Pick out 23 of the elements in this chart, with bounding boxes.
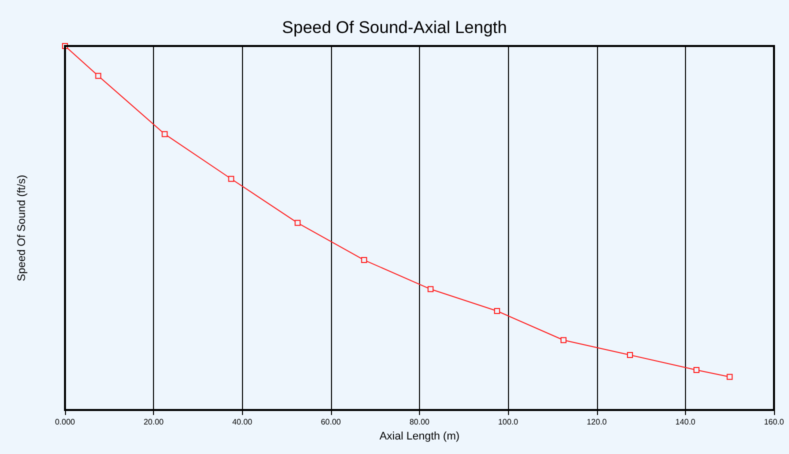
x-axis-title: Axial Length (m) <box>379 430 460 442</box>
x-tick-label: 60.00 <box>320 418 342 426</box>
point <box>95 72 102 79</box>
point <box>162 131 168 138</box>
point <box>428 286 434 292</box>
x-tick-label: 140.0 <box>675 418 696 426</box>
x-tick-label: 20.00 <box>144 418 164 426</box>
x-tick-label: 100.0 <box>498 418 519 426</box>
point <box>294 220 301 226</box>
point <box>726 374 733 380</box>
y-axis-title: Speed Of Sound (ft/s) <box>16 174 28 282</box>
point <box>560 337 567 344</box>
x-tick-label: 0.000 <box>54 418 76 426</box>
x-tick-label: 160.0 <box>764 418 785 426</box>
point <box>494 308 500 314</box>
chart-title: Speed Of Sound-Axial Length <box>282 18 507 37</box>
x-tick-label: 40.00 <box>232 418 253 426</box>
point <box>626 352 633 358</box>
point <box>228 176 234 182</box>
x-tick-label: 120.0 <box>586 418 608 426</box>
x-tick-label: 80.00 <box>409 418 430 426</box>
point <box>693 366 700 373</box>
point <box>361 257 368 264</box>
